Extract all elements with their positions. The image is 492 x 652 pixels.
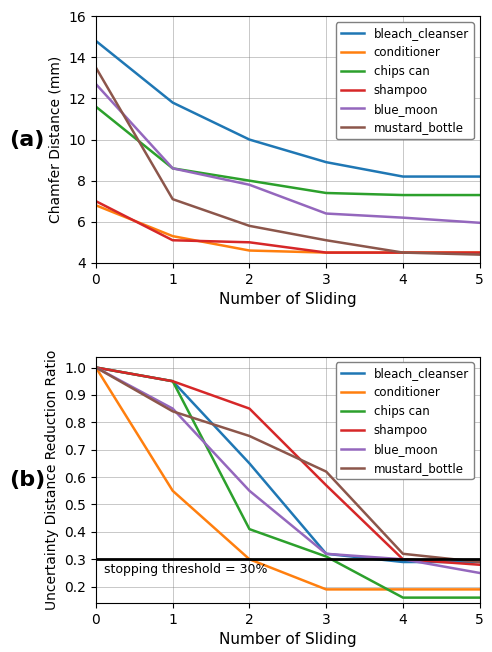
blue_moon [246, 181, 252, 188]
bleach_cleanser [246, 460, 252, 467]
bleach_cleanser [400, 173, 406, 181]
shampoo [323, 248, 329, 256]
blue_moon [93, 364, 99, 372]
Line: blue_moon: blue_moon [96, 368, 480, 573]
conditioner [323, 248, 329, 256]
chips can [477, 594, 483, 602]
Line: mustard_bottle: mustard_bottle [96, 368, 480, 562]
Legend: bleach_cleanser, conditioner, chips can, shampoo, blue_moon, mustard_bottle: bleach_cleanser, conditioner, chips can,… [336, 22, 474, 139]
mustard_bottle [170, 195, 176, 203]
mustard_bottle [93, 364, 99, 372]
mustard_bottle [246, 432, 252, 440]
bleach_cleanser [93, 37, 99, 45]
chips can [246, 526, 252, 533]
chips can [93, 103, 99, 111]
shampoo [477, 248, 483, 256]
bleach_cleanser [477, 173, 483, 181]
blue_moon [477, 219, 483, 227]
conditioner [93, 364, 99, 372]
mustard_bottle [400, 248, 406, 256]
blue_moon [170, 405, 176, 413]
shampoo [477, 561, 483, 569]
Line: shampoo: shampoo [96, 368, 480, 565]
mustard_bottle [477, 558, 483, 566]
shampoo [93, 364, 99, 372]
conditioner [246, 556, 252, 563]
Text: (a): (a) [9, 130, 45, 149]
blue_moon [170, 164, 176, 172]
chips can [323, 553, 329, 561]
chips can [246, 177, 252, 185]
blue_moon [400, 214, 406, 222]
conditioner [170, 487, 176, 495]
Legend: bleach_cleanser, conditioner, chips can, shampoo, blue_moon, mustard_bottle: bleach_cleanser, conditioner, chips can,… [336, 363, 474, 479]
bleach_cleanser [170, 378, 176, 385]
Line: chips can: chips can [96, 107, 480, 195]
Line: blue_moon: blue_moon [96, 84, 480, 223]
Line: bleach_cleanser: bleach_cleanser [96, 368, 480, 562]
conditioner [477, 585, 483, 593]
blue_moon [323, 550, 329, 557]
bleach_cleanser [170, 98, 176, 106]
shampoo [93, 198, 99, 205]
Line: shampoo: shampoo [96, 201, 480, 252]
Y-axis label: Uncertainty Distance Reduction Ratio: Uncertainty Distance Reduction Ratio [45, 349, 59, 610]
Text: (b): (b) [9, 470, 45, 490]
mustard_bottle [93, 64, 99, 72]
bleach_cleanser [323, 158, 329, 166]
shampoo [246, 405, 252, 413]
bleach_cleanser [400, 558, 406, 566]
mustard_bottle [323, 236, 329, 244]
mustard_bottle [246, 222, 252, 230]
chips can [400, 191, 406, 199]
chips can [170, 378, 176, 385]
conditioner [246, 246, 252, 254]
shampoo [246, 239, 252, 246]
conditioner [93, 201, 99, 209]
X-axis label: Number of Sliding: Number of Sliding [219, 632, 357, 647]
conditioner [477, 248, 483, 256]
blue_moon [93, 80, 99, 88]
chips can [170, 164, 176, 172]
conditioner [400, 248, 406, 256]
conditioner [400, 585, 406, 593]
conditioner [170, 232, 176, 240]
chips can [323, 189, 329, 197]
Line: conditioner: conditioner [96, 205, 480, 252]
blue_moon [323, 210, 329, 218]
shampoo [323, 481, 329, 489]
mustard_bottle [170, 408, 176, 415]
Line: chips can: chips can [96, 368, 480, 598]
shampoo [400, 248, 406, 256]
shampoo [400, 556, 406, 563]
bleach_cleanser [323, 550, 329, 557]
Line: bleach_cleanser: bleach_cleanser [96, 41, 480, 177]
blue_moon [246, 487, 252, 495]
bleach_cleanser [93, 364, 99, 372]
chips can [400, 594, 406, 602]
mustard_bottle [323, 467, 329, 475]
Y-axis label: Chamfer Distance (mm): Chamfer Distance (mm) [49, 56, 63, 223]
conditioner [323, 585, 329, 593]
bleach_cleanser [246, 136, 252, 143]
blue_moon [477, 569, 483, 577]
Line: conditioner: conditioner [96, 368, 480, 589]
shampoo [170, 378, 176, 385]
X-axis label: Number of Sliding: Number of Sliding [219, 292, 357, 307]
mustard_bottle [400, 550, 406, 557]
bleach_cleanser [477, 558, 483, 566]
chips can [477, 191, 483, 199]
Text: stopping threshold = 30%: stopping threshold = 30% [104, 563, 267, 576]
chips can [93, 364, 99, 372]
blue_moon [400, 556, 406, 563]
shampoo [170, 236, 176, 244]
Line: mustard_bottle: mustard_bottle [96, 68, 480, 255]
mustard_bottle [477, 251, 483, 259]
